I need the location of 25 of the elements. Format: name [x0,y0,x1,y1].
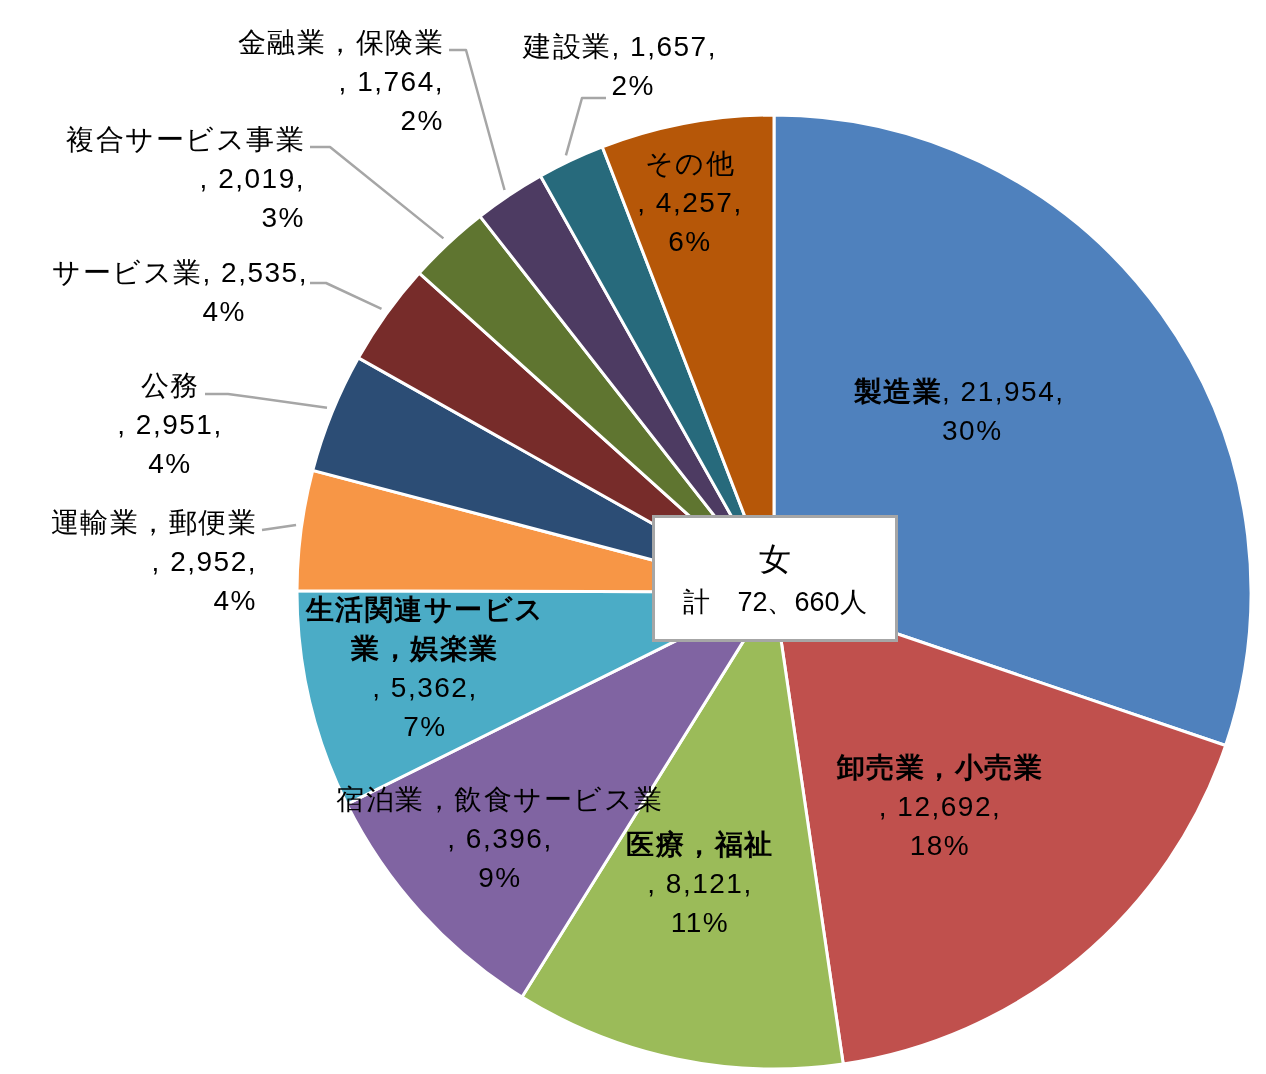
slice-label: 建設業 [523,31,612,62]
data-label: , 1,657, 2% [611,31,717,101]
data-label: , 6,396, 9% [447,822,553,893]
data-label: , 5,362, 7% [372,672,478,742]
slice-label: サービス業 [52,257,203,288]
data-label: , 2,952, 4% [151,545,257,616]
slice-label: 複合サービス事業 [66,123,305,155]
data-label: , 8,121, 11% [647,867,753,938]
slice-label: 製造業 [853,376,943,407]
text: 計 72、660人 [683,585,867,619]
data-label: , 2,019, 3% [199,162,305,233]
slice-label: 生活関連サービス業，娯楽業 [305,594,545,664]
data-label: , 1,764, 2% [338,65,444,136]
slice-label: その他 [644,147,736,179]
slice-label: 卸売業，小売業 [836,751,1044,783]
data-label: , 2,951, 4% [117,408,223,479]
data-label: , 4,257, 6% [637,186,743,257]
data-label: , 2,535, 4% [202,257,308,327]
slice-label: 医療，福祉 [626,828,774,860]
data-label: , 12,692, 18% [878,790,1002,861]
slice-label: 運輸業，郵便業 [50,506,257,538]
slice-label: 金融業，保険業 [237,26,444,58]
slice-label: 公務 [140,369,200,401]
data-label: , 21,954, 30% [942,376,1065,446]
text: 女 [759,539,791,579]
